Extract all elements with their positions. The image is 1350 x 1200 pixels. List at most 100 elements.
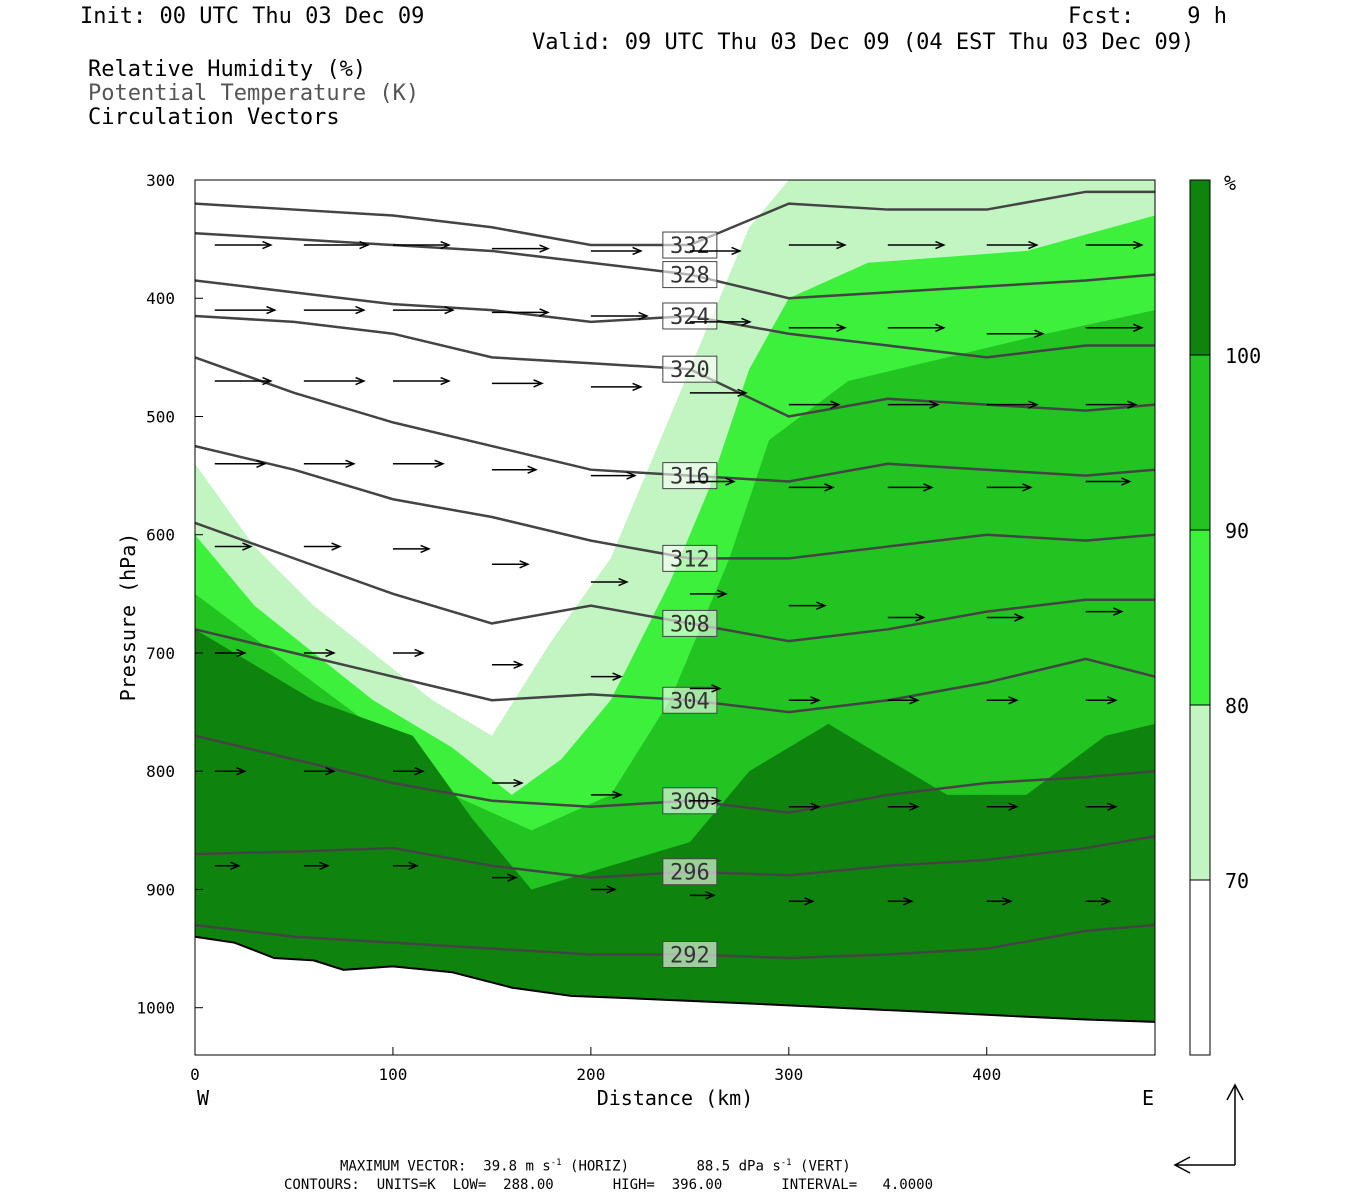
circulation-vector	[491, 379, 544, 388]
vector-layer	[214, 240, 1144, 906]
circulation-vector	[887, 897, 914, 906]
y-axis-label: Pressure (hPa)	[116, 533, 140, 702]
circulation-vector	[590, 790, 623, 800]
circulation-vector	[491, 244, 550, 253]
x-tick-label: 200	[576, 1065, 605, 1084]
plot-frame	[194, 179, 1156, 1056]
circulation-vector	[986, 802, 1019, 811]
circulation-vector	[590, 246, 643, 256]
circulation-vector	[1085, 323, 1144, 332]
circulation-vector	[986, 400, 1039, 409]
circulation-vector	[986, 483, 1033, 492]
circulation-vector	[303, 542, 342, 551]
init-time: Init: 00 UTC Thu 03 Dec 09	[80, 4, 425, 29]
theta-label: 312	[670, 547, 710, 572]
circulation-vector	[214, 767, 247, 776]
below-ground	[195, 936, 1155, 1055]
circulation-vector	[491, 778, 524, 788]
x-tick-label: 100	[378, 1065, 407, 1084]
circulation-vector	[788, 601, 827, 610]
circulation-vector	[788, 400, 841, 409]
y-tick-label: 500	[146, 407, 175, 426]
theta-label-box	[662, 302, 718, 330]
circulation-vector	[887, 323, 946, 332]
circulation-vector	[887, 400, 940, 409]
circulation-vector	[1085, 400, 1138, 409]
colorbar-swatch	[1189, 529, 1211, 706]
x-axis-label: Distance (km)	[597, 1086, 754, 1110]
theta-label: 304	[670, 689, 710, 714]
theta-label-box	[662, 231, 718, 259]
theta-contour-layer: 292 296 300 304 308 312 316 320 324 328 332	[195, 190, 1155, 968]
circulation-vector	[590, 577, 629, 587]
valid-time: Valid: 09 UTC Thu 03 Dec 09 (04 EST Thu …	[532, 30, 1195, 55]
circulation-vector	[1085, 240, 1144, 250]
y-tick-label: 1000	[136, 999, 175, 1018]
theta-label: 320	[670, 358, 710, 383]
circulation-vector	[392, 544, 431, 554]
colorbar: 70 80 90 100	[1189, 179, 1261, 1056]
theta-label-box	[662, 261, 718, 289]
contour-info-line: CONTOURS: UNITS=K LOW= 288.00 HIGH= 396.…	[284, 1177, 934, 1193]
circulation-vector	[689, 796, 722, 805]
circulation-vector	[986, 240, 1039, 250]
circulation-vector	[887, 240, 946, 250]
max-vector-line: MAXIMUM VECTOR: 39.8 m s-1 (HORIZ) 88.5 …	[340, 1158, 851, 1175]
circulation-vector	[303, 648, 336, 658]
colorbar-swatch	[1189, 704, 1211, 881]
forecast-hour: Fcst: 9 h	[1068, 4, 1227, 29]
circulation-vector	[214, 648, 247, 658]
circulation-vector	[887, 613, 926, 622]
circulation-vector	[303, 240, 370, 250]
x-tick-label: 300	[774, 1065, 803, 1084]
theta-label: 308	[670, 612, 710, 637]
circulation-vector	[590, 382, 643, 392]
circulation-vector	[392, 459, 445, 468]
circulation-vector	[392, 861, 419, 871]
circulation-vector	[491, 308, 550, 317]
circulation-vector	[392, 305, 455, 315]
colorbar-level: 100	[1225, 344, 1261, 368]
circulation-vector	[214, 542, 253, 551]
theta-label-box	[662, 462, 718, 490]
x-axis-east: E	[1142, 1086, 1154, 1110]
theta-label-box	[662, 858, 718, 886]
circulation-vector	[788, 323, 847, 332]
circulation-vector	[303, 376, 366, 386]
colorbar-unit: %	[1224, 171, 1236, 195]
circulation-vector	[214, 861, 241, 871]
circulation-vector	[590, 311, 649, 321]
x-axis-west: W	[197, 1086, 210, 1110]
circulation-vector	[590, 885, 617, 894]
circulation-vector	[392, 648, 425, 658]
circulation-vector	[491, 660, 524, 669]
circulation-vector	[214, 376, 273, 386]
circulation-vector	[1085, 607, 1124, 616]
theta-label-box	[662, 686, 718, 714]
y-tick-label: 800	[146, 762, 175, 781]
theta-label: 296	[670, 861, 710, 886]
circulation-vector	[986, 613, 1025, 622]
circulation-vector	[214, 459, 267, 468]
colorbar-swatch	[1189, 879, 1211, 1056]
y-tick-label: 900	[146, 880, 175, 899]
circulation-vector	[590, 471, 637, 480]
circulation-vector	[303, 767, 336, 776]
circulation-vector	[887, 483, 934, 492]
theta-label: 328	[670, 264, 710, 289]
theta-label: 316	[670, 465, 710, 490]
theta-label-box	[662, 609, 718, 637]
circulation-vector	[986, 897, 1013, 906]
ground-layer	[194, 935, 1156, 1055]
legend-theta: Potential Temperature (K)	[88, 81, 420, 106]
circulation-vector	[491, 560, 530, 569]
circulation-vector	[689, 891, 716, 900]
y-tick-label: 700	[146, 644, 175, 663]
circulation-vector	[214, 240, 273, 250]
circulation-vector	[1085, 477, 1132, 486]
circulation-vector	[887, 802, 920, 811]
circulation-vector	[392, 240, 451, 250]
circulation-vector	[986, 329, 1045, 338]
x-tick-label: 400	[972, 1065, 1001, 1084]
